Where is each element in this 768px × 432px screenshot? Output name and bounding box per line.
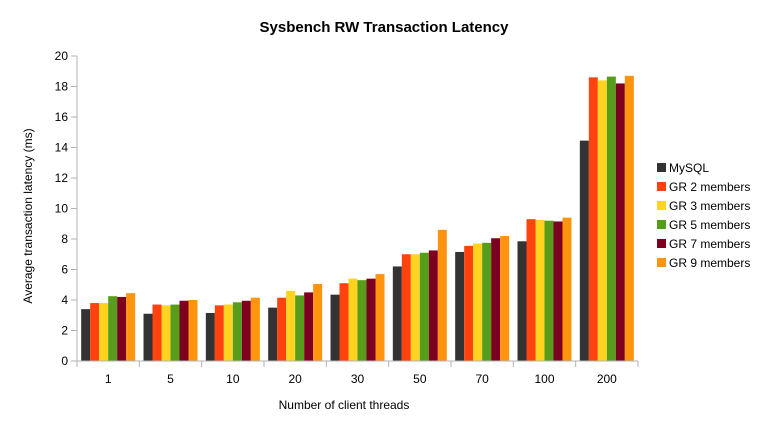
- bar: [152, 304, 162, 361]
- bar: [473, 243, 483, 361]
- bar: [339, 283, 349, 361]
- bar: [517, 241, 527, 361]
- bar: [437, 229, 447, 361]
- bar: [401, 254, 411, 361]
- bar: [366, 278, 376, 361]
- y-tick-label: 16: [55, 110, 69, 124]
- bar: [90, 303, 100, 361]
- bar: [330, 294, 340, 361]
- y-tick-label: 14: [55, 141, 69, 155]
- y-tick-label: 0: [61, 354, 68, 368]
- y-axis-label: Average transaction latency (ms): [21, 128, 35, 303]
- x-tick-label: 10: [226, 372, 240, 386]
- bar: [588, 77, 598, 361]
- y-tick-label: 4: [61, 293, 68, 307]
- bar: [99, 303, 109, 361]
- bar: [277, 297, 287, 361]
- legend-label: GR 5 members: [669, 218, 750, 232]
- bar: [108, 296, 118, 361]
- y-tick-label: 8: [61, 232, 68, 246]
- bar: [553, 221, 563, 361]
- bar: [464, 245, 474, 361]
- legend-label: GR 7 members: [669, 237, 750, 251]
- bar: [491, 238, 501, 361]
- bar: [482, 242, 492, 361]
- bar: [313, 283, 323, 361]
- bar: [205, 312, 215, 361]
- bar: [410, 254, 420, 361]
- y-tick-label: 18: [55, 80, 69, 94]
- legend-label: MySQL: [669, 161, 709, 175]
- bar: [562, 217, 572, 361]
- bar: [81, 309, 91, 361]
- legend-label: GR 9 members: [669, 256, 750, 270]
- bar: [250, 297, 260, 361]
- bars-layer: [81, 75, 634, 362]
- legend-label: GR 2 members: [669, 180, 750, 194]
- y-tick-label: 10: [55, 202, 69, 216]
- y-tick-label: 20: [55, 49, 69, 63]
- bar: [419, 252, 429, 361]
- bar: [544, 220, 554, 361]
- y-tick-label: 2: [61, 324, 68, 338]
- bar: [375, 274, 385, 361]
- bar: [615, 83, 625, 361]
- bar: [428, 250, 438, 361]
- legend-swatch: [657, 220, 666, 229]
- x-tick-label: 5: [167, 372, 174, 386]
- bar: [286, 290, 296, 361]
- bar: [188, 300, 198, 361]
- bar: [143, 313, 153, 361]
- x-tick-label: 200: [597, 372, 617, 386]
- bar: [161, 305, 171, 361]
- bar: [535, 219, 545, 361]
- legend-swatch: [657, 182, 666, 191]
- bar: [597, 80, 607, 362]
- bar: [268, 307, 278, 362]
- legend-swatch: [657, 258, 666, 267]
- x-tick-label: 20: [288, 372, 302, 386]
- x-tick-label: 70: [475, 372, 489, 386]
- y-tick-label: 12: [55, 171, 69, 185]
- bar: [170, 304, 180, 361]
- bar: [241, 300, 251, 361]
- legend-swatch: [657, 201, 666, 210]
- bar: [304, 292, 314, 362]
- bar: [179, 300, 189, 361]
- bar: [500, 235, 510, 361]
- x-tick-label: 30: [351, 372, 365, 386]
- legend-swatch: [657, 239, 666, 248]
- chart-title: Sysbench RW Transaction Latency: [260, 19, 510, 36]
- legend-label: GR 3 members: [669, 199, 750, 213]
- bar: [232, 302, 242, 361]
- bar: [214, 305, 224, 361]
- bar: [223, 304, 233, 361]
- bar: [348, 278, 358, 361]
- x-axis-label: Number of client threads: [279, 398, 410, 412]
- bar: [117, 296, 127, 361]
- bar: [392, 266, 402, 361]
- bar: [526, 219, 536, 361]
- bar: [126, 293, 136, 361]
- bar: [357, 280, 367, 361]
- bar: [295, 295, 305, 361]
- bar: [606, 76, 616, 361]
- y-tick-label: 6: [61, 263, 68, 277]
- legend: MySQL GR 2 members GR 3 members GR 5 member…: [657, 161, 750, 270]
- bar: [455, 251, 465, 361]
- bar: [624, 75, 634, 361]
- legend-swatch: [657, 163, 666, 172]
- x-tick-label: 100: [534, 372, 554, 386]
- x-tick-label: 1: [105, 372, 112, 386]
- x-tick-label: 50: [413, 372, 427, 386]
- bar: [579, 140, 589, 361]
